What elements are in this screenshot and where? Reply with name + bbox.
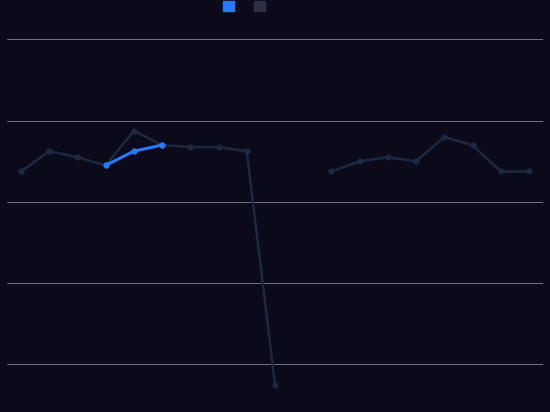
Legend: , : , <box>223 1 274 12</box>
